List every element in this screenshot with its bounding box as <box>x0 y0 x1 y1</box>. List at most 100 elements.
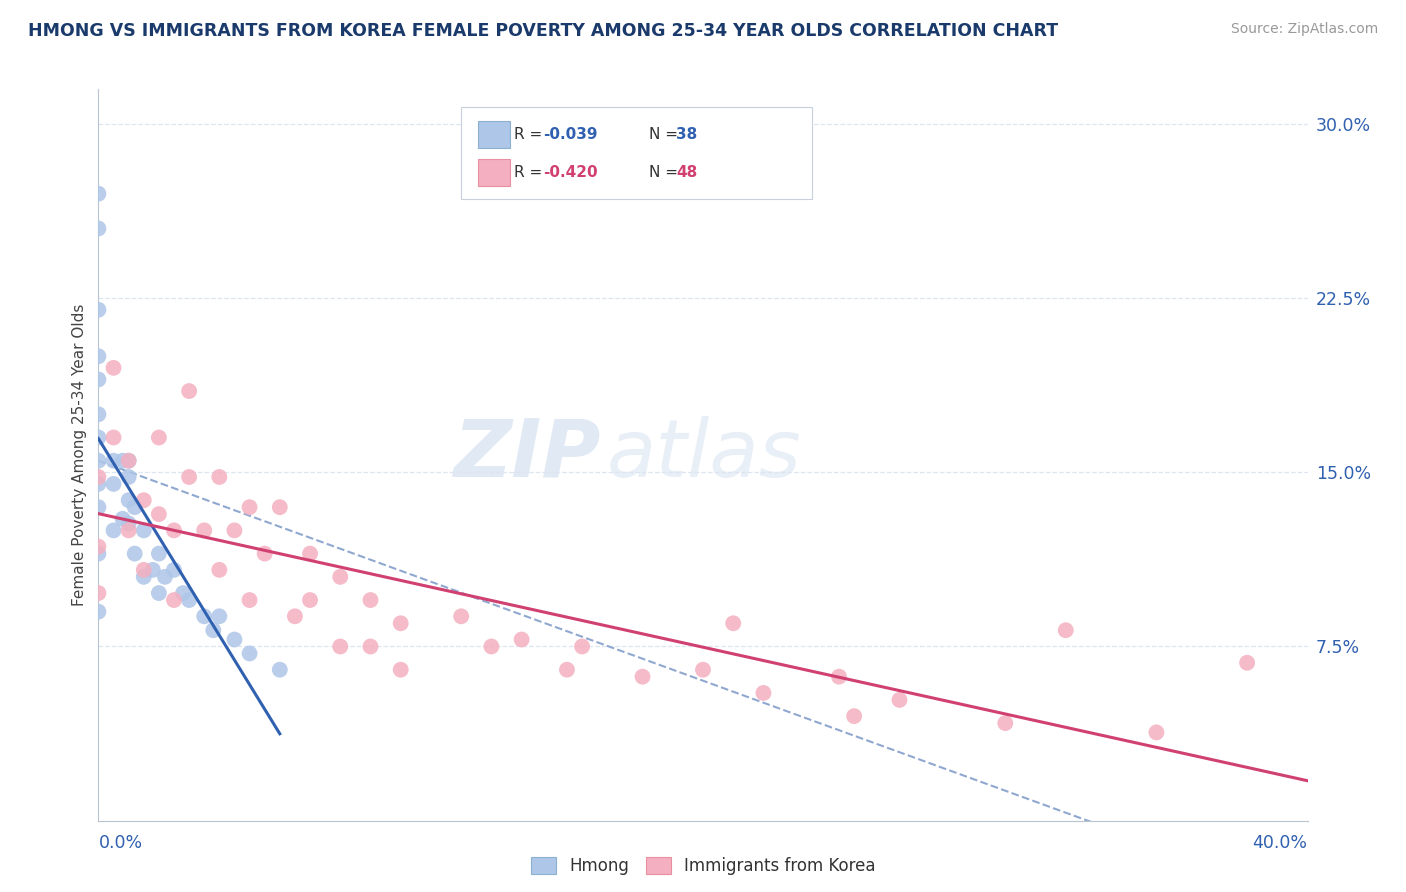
Text: 0.0%: 0.0% <box>98 834 142 852</box>
Text: N =: N = <box>648 165 682 180</box>
Point <box>828 670 851 684</box>
Point <box>269 500 291 515</box>
Point <box>253 547 276 561</box>
Point <box>1144 725 1167 739</box>
Text: -0.420: -0.420 <box>543 165 598 180</box>
Point <box>1236 656 1258 670</box>
Point <box>87 186 110 201</box>
Point <box>103 360 125 375</box>
Point <box>179 384 201 398</box>
Point <box>994 716 1017 731</box>
Point <box>153 570 176 584</box>
Text: N =: N = <box>648 127 682 142</box>
Point <box>239 500 262 515</box>
Legend: Hmong, Immigrants from Korea: Hmong, Immigrants from Korea <box>524 850 882 882</box>
Point <box>481 640 503 654</box>
Point <box>299 593 322 607</box>
Point <box>148 430 170 444</box>
FancyBboxPatch shape <box>478 121 509 148</box>
Point <box>163 593 186 607</box>
Point <box>692 663 714 677</box>
Point <box>87 454 110 468</box>
Point <box>844 709 866 723</box>
Point <box>284 609 307 624</box>
Point <box>118 524 141 538</box>
Point <box>224 632 246 647</box>
Point <box>360 593 382 607</box>
Text: -0.039: -0.039 <box>543 127 598 142</box>
Text: ZIP: ZIP <box>453 416 600 494</box>
Point <box>132 570 155 584</box>
Point <box>148 586 170 600</box>
Point <box>172 586 194 600</box>
FancyBboxPatch shape <box>461 108 811 199</box>
Point <box>239 647 262 661</box>
Point <box>208 563 231 577</box>
Point <box>118 454 141 468</box>
Point <box>193 524 215 538</box>
Point <box>179 470 201 484</box>
FancyBboxPatch shape <box>478 160 509 186</box>
Point <box>124 500 146 515</box>
Point <box>132 563 155 577</box>
Text: 40.0%: 40.0% <box>1253 834 1308 852</box>
Point <box>87 500 110 515</box>
Point <box>239 593 262 607</box>
Point <box>631 670 654 684</box>
Point <box>193 609 215 624</box>
Point <box>329 640 352 654</box>
Point <box>111 512 134 526</box>
Point <box>179 593 201 607</box>
Point <box>208 470 231 484</box>
Point <box>389 663 412 677</box>
Point <box>87 605 110 619</box>
Point <box>87 430 110 444</box>
Point <box>118 470 141 484</box>
Point <box>87 477 110 491</box>
Point <box>555 663 578 677</box>
Point <box>269 663 291 677</box>
Point <box>142 563 165 577</box>
Text: atlas: atlas <box>606 416 801 494</box>
Point <box>87 221 110 235</box>
Point <box>208 609 231 624</box>
Point <box>103 477 125 491</box>
Y-axis label: Female Poverty Among 25-34 Year Olds: Female Poverty Among 25-34 Year Olds <box>72 304 87 606</box>
Point <box>148 507 170 521</box>
Point <box>103 430 125 444</box>
Text: 48: 48 <box>676 165 697 180</box>
Point <box>87 372 110 386</box>
Point <box>87 349 110 363</box>
Point <box>389 616 412 631</box>
Point <box>87 540 110 554</box>
Point <box>450 609 472 624</box>
Point <box>360 640 382 654</box>
Point <box>111 454 134 468</box>
Point <box>103 524 125 538</box>
Point <box>889 693 911 707</box>
Text: R =: R = <box>515 127 547 142</box>
Point <box>118 516 141 531</box>
Point <box>87 586 110 600</box>
Point <box>329 570 352 584</box>
Point <box>752 686 775 700</box>
Point <box>163 524 186 538</box>
Text: 38: 38 <box>676 127 697 142</box>
Point <box>87 547 110 561</box>
Point <box>87 407 110 421</box>
Text: R =: R = <box>515 165 547 180</box>
Point <box>224 524 246 538</box>
Point <box>118 454 141 468</box>
Point <box>103 454 125 468</box>
Point <box>87 470 110 484</box>
Point <box>723 616 745 631</box>
Point <box>571 640 593 654</box>
Point <box>124 547 146 561</box>
Point <box>299 547 322 561</box>
Text: HMONG VS IMMIGRANTS FROM KOREA FEMALE POVERTY AMONG 25-34 YEAR OLDS CORRELATION : HMONG VS IMMIGRANTS FROM KOREA FEMALE PO… <box>28 22 1059 40</box>
Point <box>202 624 225 638</box>
Point <box>1054 624 1077 638</box>
Point <box>87 302 110 317</box>
Point <box>148 547 170 561</box>
Point <box>132 493 155 508</box>
